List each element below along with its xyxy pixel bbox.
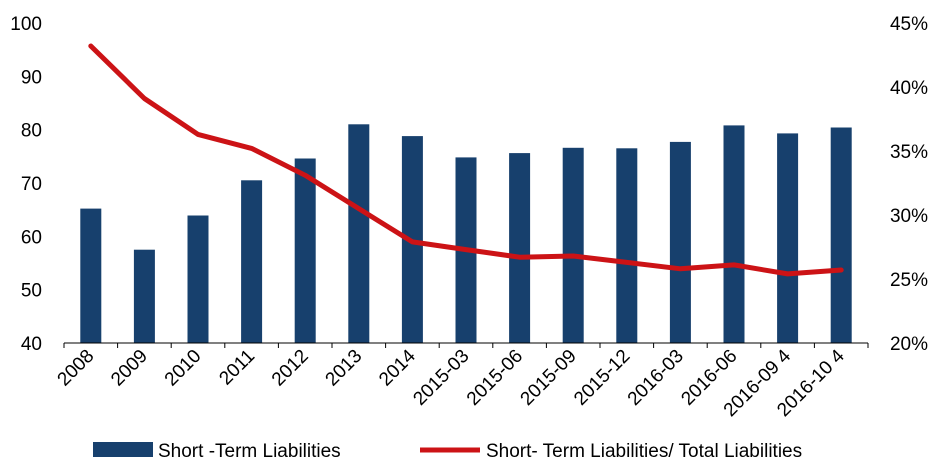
legend-swatch-bar [93, 442, 153, 457]
right-tick-label: 40% [890, 78, 928, 99]
bar-2016-09-4 [777, 133, 799, 343]
bars-layer [80, 124, 852, 344]
left-tick-label: 60 [21, 227, 42, 248]
bar-2010 [187, 215, 209, 343]
bar-2011 [241, 180, 263, 343]
x-axis: 2008 2009 2010 2011 2012 2013 20142015-032015-… [54, 342, 869, 421]
left-tick-label: 100 [10, 14, 42, 35]
bar-2015-09 [562, 147, 584, 343]
x-tick-label: 2015-12 [570, 346, 634, 410]
bar-2016-03 [669, 141, 691, 343]
x-tick-label: 2008 [54, 346, 99, 391]
right-tick-label: 35% [890, 142, 928, 163]
right-tick-label: 30% [890, 206, 928, 227]
right-tick-label: 45% [890, 14, 928, 35]
left-tick-label: 80 [21, 121, 42, 142]
ratio-line [88, 43, 844, 277]
bar-2016-10-4 [830, 127, 852, 343]
legend-label-line: Short- Term Liabilities/ Total Liabiliti… [486, 441, 802, 462]
bar-2015-12 [616, 148, 638, 343]
bar-2015-06 [509, 153, 531, 343]
legend: Short -Term Liabilities Short- Term Liab… [93, 441, 802, 462]
bar-2013 [348, 124, 370, 343]
x-tick-label: 2010 [161, 346, 206, 391]
line-layer [88, 43, 844, 277]
left-tick-label: 50 [21, 281, 42, 302]
x-tick-label: 2015-09 [517, 346, 581, 410]
x-tick-label: 2011 [215, 346, 259, 390]
bar-2008 [80, 208, 102, 343]
x-tick-label: 2016-03 [624, 346, 688, 410]
right-tick-label: 20% [890, 334, 928, 355]
right-axis: 20% 25% 30% 35% 40% 45% [890, 14, 928, 355]
right-tick-label: 25% [890, 270, 928, 291]
bar-2009 [133, 249, 155, 343]
left-axis: 40 50 60 70 80 90 100 [10, 14, 42, 355]
x-tick-label: 2015-06 [463, 346, 527, 410]
x-tick-label: 2009 [107, 346, 152, 391]
left-tick-label: 40 [21, 334, 42, 355]
left-tick-label: 90 [21, 67, 42, 88]
bar-2012 [294, 158, 316, 343]
x-tick-label: 2012 [268, 346, 313, 391]
bar-2016-06 [723, 125, 745, 344]
left-tick-label: 70 [21, 174, 42, 195]
x-tick-label: 2015-03 [409, 346, 473, 410]
x-tick-label: 2014 [375, 345, 420, 390]
x-tick-label: 2013 [322, 346, 367, 391]
legend-label-bar: Short -Term Liabilities [158, 441, 341, 462]
